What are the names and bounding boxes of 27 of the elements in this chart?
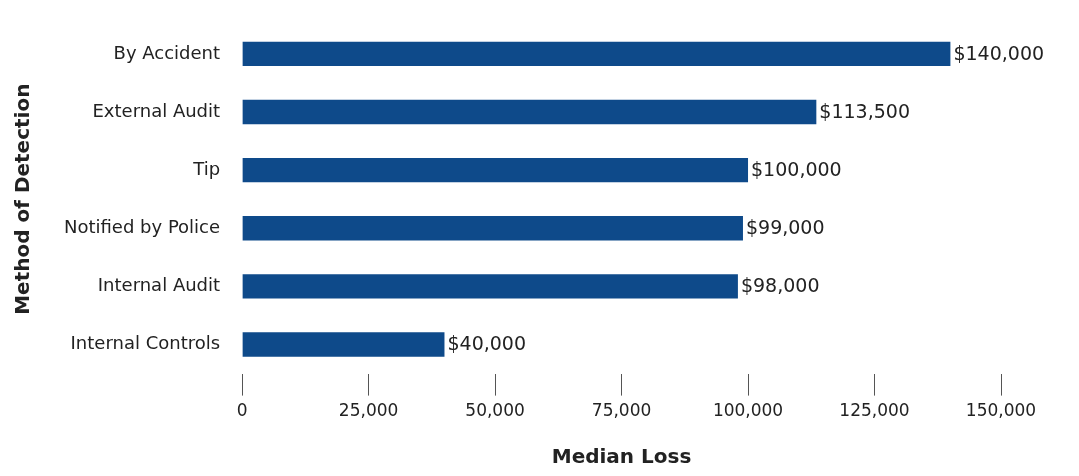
- x-tick-label: 150,000: [965, 400, 1037, 421]
- bar: [242, 157, 749, 183]
- data-label: $98,000: [740, 274, 820, 297]
- data-label: $40,000: [447, 332, 527, 355]
- bar: [242, 216, 743, 241]
- y-tick-label: Tip: [192, 157, 221, 179]
- x-tick-label: 0: [236, 400, 248, 421]
- data-label: $113,500: [819, 99, 910, 122]
- y-tick-label: Notified by Police: [64, 215, 221, 237]
- data-label: $100,000: [751, 158, 842, 181]
- y-tick-label: External Audit: [92, 99, 221, 121]
- x-tick-label: 125,000: [839, 400, 910, 421]
- x-tick-label: 25,000: [338, 400, 399, 421]
- data-label: $99,000: [745, 216, 825, 239]
- bar: [242, 332, 445, 357]
- y-tick-label: Internal Audit: [97, 274, 221, 296]
- x-tick-label: 50,000: [465, 400, 525, 421]
- x-tick-label: 75,000: [591, 400, 652, 421]
- bar: [242, 99, 817, 125]
- y-tick-label: Internal Controls: [70, 332, 221, 354]
- bar: [242, 274, 738, 299]
- x-tick-label: 100,000: [712, 400, 784, 421]
- y-tick-label: By Accident: [113, 41, 221, 63]
- x-axis-title: Median Loss: [551, 444, 692, 469]
- data-label: $140,000: [953, 41, 1045, 64]
- bar: [242, 41, 951, 67]
- y-axis-title: Method of Detection: [10, 83, 35, 315]
